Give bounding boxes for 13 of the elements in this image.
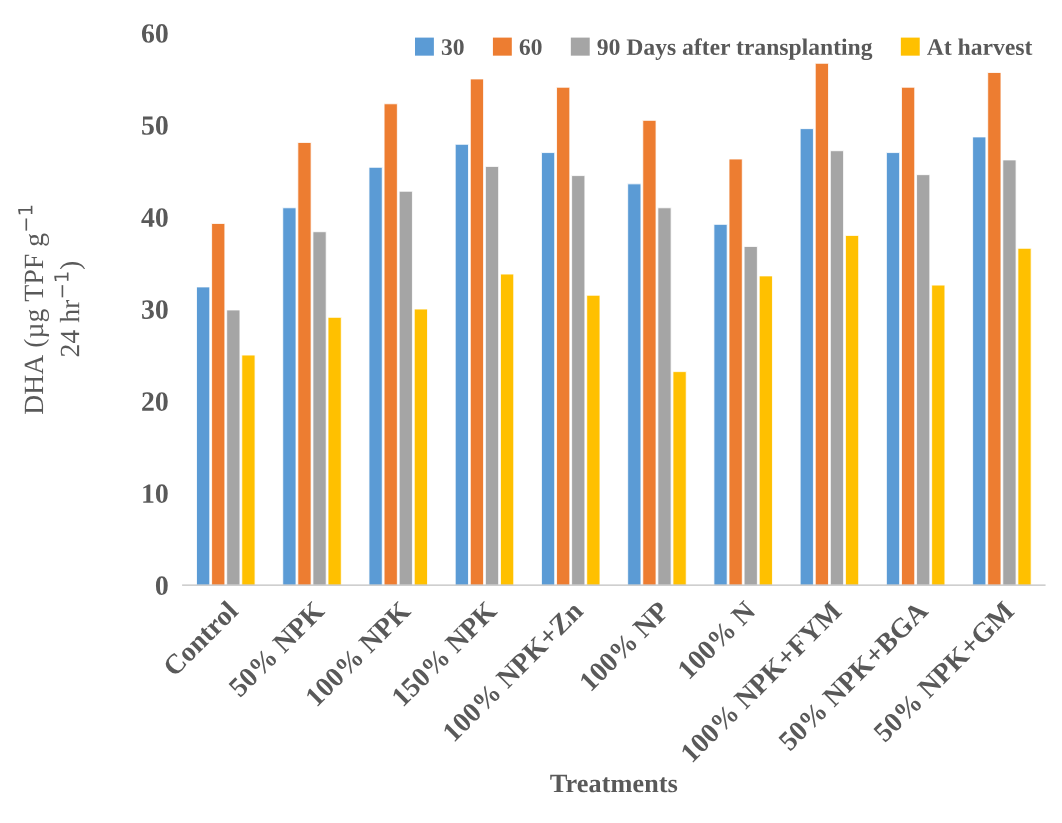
y-tick-label: 40 <box>141 208 168 227</box>
y-tick-label: 10 <box>143 484 168 504</box>
y-tick-label: 20 <box>142 392 168 411</box>
legend-label: 30 <box>441 39 464 56</box>
legend-label: 60 <box>519 39 542 56</box>
y-tick-label: 0 <box>155 576 168 596</box>
y-tick-label: 60 <box>141 24 168 43</box>
x-axis-title: Treatments <box>550 774 678 793</box>
legend-label: At harvest <box>927 38 1033 56</box>
legend-label: 90 Days after transplanting <box>597 38 873 61</box>
text: DHA (µg TPF g$^{−1}$ 24 hr$^{−1}$) <box>18 205 86 415</box>
y-tick-label: 50 <box>142 116 168 135</box>
y-tick-label: 30 <box>142 300 168 319</box>
